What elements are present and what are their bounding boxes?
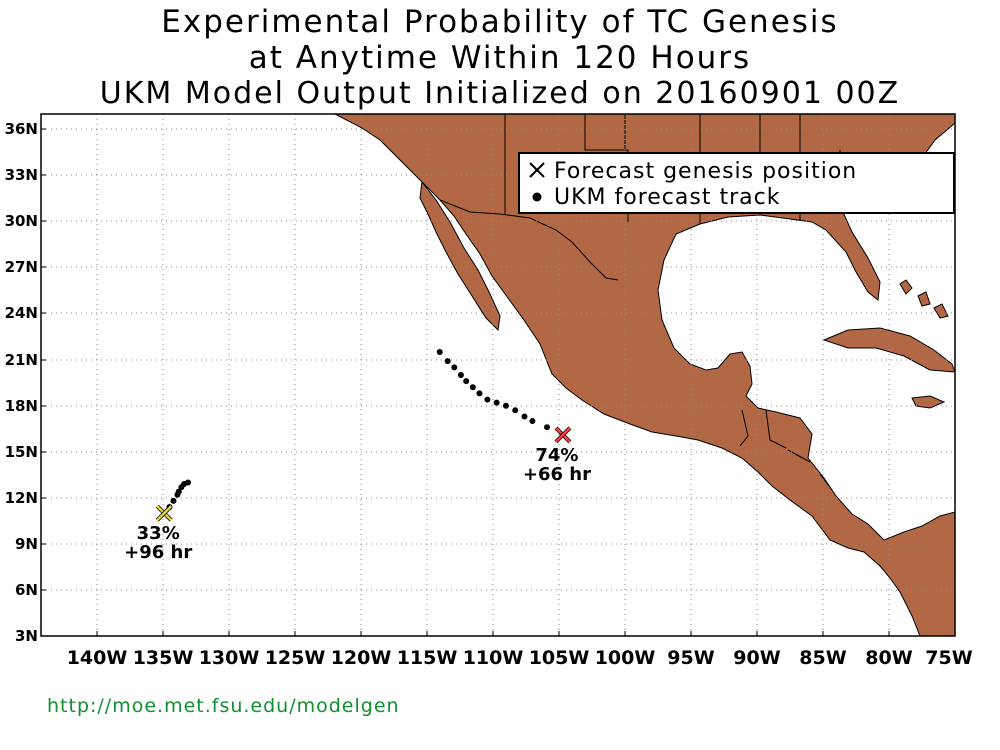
genesis-marker	[155, 504, 173, 522]
plot-frame	[40, 113, 956, 637]
legend: Forecast genesis position UKM forecast t…	[518, 152, 955, 214]
track-point	[469, 384, 476, 391]
x-tick-label: 140W	[67, 647, 128, 669]
us-mexico-border	[439, 199, 619, 281]
x-tick-label: 130W	[199, 647, 260, 669]
title-line-3: UKM Model Output Initialized on 20160901…	[99, 76, 901, 111]
track-point	[463, 378, 470, 385]
legend-box	[518, 152, 955, 214]
forecast-tracks	[166, 348, 551, 511]
y-tick-label: 12N	[5, 489, 38, 507]
x-tick-label: 125W	[265, 647, 326, 669]
y-tick-label: 15N	[5, 443, 38, 461]
genesis-marker-stroke	[555, 426, 571, 443]
track-point	[436, 348, 443, 355]
track-point	[174, 491, 181, 498]
track-point	[521, 413, 528, 420]
title-line-2: at Anytime Within 120 Hours	[248, 40, 752, 76]
y-tick-label: 3N	[15, 627, 38, 645]
legend-genesis-label: Forecast genesis position	[554, 159, 857, 184]
y-tick-label: 36N	[5, 120, 38, 138]
y-tick-label: 6N	[15, 581, 38, 599]
genesis-marker	[554, 426, 572, 444]
track-point	[512, 407, 519, 414]
genesis-marker-stroke	[156, 505, 173, 522]
central-america-borders	[739, 409, 833, 491]
x-tick-label: 135W	[133, 647, 194, 669]
system-1-probability: 74%	[535, 445, 578, 466]
grid-lines	[41, 114, 955, 636]
baja-california	[419, 180, 501, 332]
y-tick-label: 18N	[5, 397, 38, 415]
track-point	[457, 372, 464, 378]
track-point	[178, 484, 185, 491]
system-1-lead-time: +66 hr	[523, 464, 591, 485]
x-tick-label: 90W	[733, 647, 780, 669]
y-tick-label: 21N	[5, 351, 38, 369]
x-tick-label: 100W	[595, 647, 656, 669]
y-tick-label: 9N	[15, 535, 38, 553]
track-point	[451, 364, 458, 371]
y-tick-label: 30N	[5, 212, 38, 230]
bahamas-islands	[899, 279, 949, 319]
x-tick-label: 115W	[397, 647, 458, 669]
track-point	[170, 497, 177, 504]
legend-dot-icon	[532, 192, 542, 202]
track-point	[493, 399, 500, 406]
x-tick-label: 85W	[799, 647, 846, 669]
north-america-land	[334, 114, 955, 636]
system-annotations: 74% +66 hr 33% +96 hr	[124, 445, 591, 563]
title-line-1: Experimental Probability of TC Genesis	[161, 4, 839, 40]
track-point	[444, 358, 451, 365]
legend-x-icon	[529, 162, 545, 178]
footer-url[interactable]: http://moe.met.fsu.edu/modelgen	[47, 695, 400, 717]
track-point	[484, 396, 491, 403]
x-tick-label: 75W	[925, 647, 972, 669]
y-tick-label: 33N	[5, 166, 38, 184]
x-tick-label: 105W	[529, 647, 590, 669]
x-tick-label: 110W	[463, 647, 524, 669]
y-axis-labels: 3N 6N 9N 12N 15N 18N 21N 24N 27N 30N 33N…	[5, 120, 38, 645]
system-2-probability: 33%	[137, 523, 180, 544]
x-axis-labels: 140W 135W 130W 125W 120W 115W 110W 105W …	[67, 647, 973, 669]
x-tick-label: 80W	[865, 647, 912, 669]
landmasses	[334, 114, 955, 636]
track-point	[544, 424, 551, 431]
jamaica-island	[911, 395, 946, 409]
system-2-lead-time: +96 hr	[124, 542, 192, 563]
x-tick-label: 95W	[667, 647, 714, 669]
track-point	[476, 390, 483, 397]
legend-track-label: UKM forecast track	[554, 185, 780, 210]
y-tick-label: 27N	[5, 258, 38, 276]
x-tick-label: 120W	[331, 647, 392, 669]
track-point	[529, 418, 536, 425]
y-tick-label: 24N	[5, 304, 38, 322]
genesis-markers	[155, 426, 572, 522]
track-point	[502, 402, 509, 409]
